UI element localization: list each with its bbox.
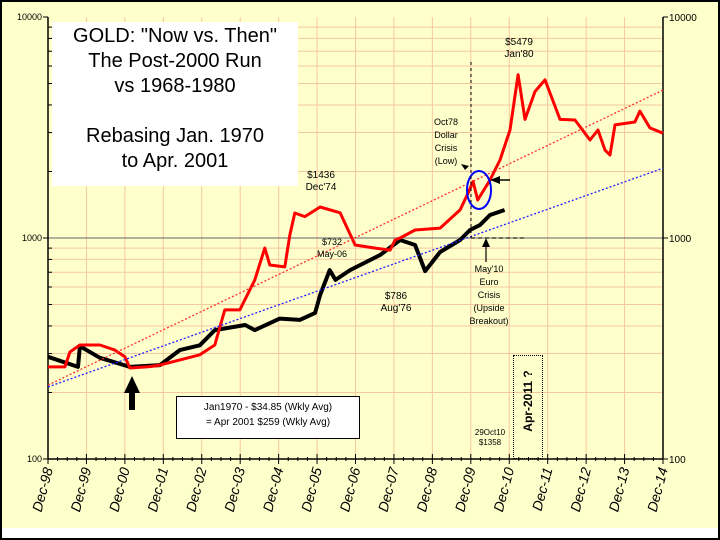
annotation-text: May-06	[316, 249, 347, 259]
y-tick-label-right: 100	[669, 455, 686, 466]
annotation-apr2011-box: Apr-2011 ?	[513, 355, 543, 459]
annotation-text: Dollar	[434, 130, 458, 140]
highlight-circle	[466, 170, 492, 210]
arrow-up-bold-icon	[124, 376, 140, 410]
annotation-apr2011: Apr-2011 ?	[521, 370, 535, 432]
trend-line-3	[47, 167, 664, 388]
y-tick-label-left: 10000	[17, 12, 42, 22]
series-line-1	[48, 73, 664, 370]
title-line: Rebasing Jan. 1970	[86, 125, 264, 147]
annotation-may10: May'10 Euro Crisis (Upside Breakout)	[462, 263, 516, 328]
annotation-text: (Low)	[434, 156, 458, 166]
annotation-text: Crisis	[477, 290, 501, 300]
rebase-note-line: Jan1970 - $34.85 (Wkly Avg)	[203, 402, 333, 413]
annotation-text: $1358	[478, 438, 502, 447]
annotation-text: Breakout)	[469, 316, 509, 326]
arrow-diagonal-icon	[461, 164, 469, 170]
y-tick-label-left: 100	[27, 454, 42, 464]
title-line	[52, 99, 298, 124]
trend-line-2	[47, 89, 664, 386]
arrow-up-icon	[482, 238, 490, 247]
annotation-text: Jan'80	[504, 49, 534, 60]
annotation-text: $786	[384, 291, 408, 302]
annotation-text: $732	[321, 237, 343, 247]
rebase-note-line: = Apr 2001 $259 (Wkly Avg)	[205, 417, 331, 428]
title-line: vs 1968-1980	[114, 75, 236, 97]
annotation-text: Aug'76	[380, 303, 412, 314]
annotation-text: May'10	[474, 264, 504, 274]
annotation-oct10: 29Oct10 $1358	[470, 428, 510, 448]
chart-title-box: GOLD: "Now vs. Then" The Post-2000 Run v…	[52, 22, 298, 186]
annotation-text: Euro	[479, 277, 499, 287]
annotation-low-1976: $786 Aug'76	[374, 291, 418, 315]
rebase-note-box: Jan1970 - $34.85 (Wkly Avg) = Apr 2001 $…	[176, 396, 360, 439]
annotation-text: Dec'74	[305, 182, 337, 193]
y-tick-label-right: 1000	[669, 234, 692, 245]
title-line: to Apr. 2001	[121, 150, 229, 172]
annotation-text: Crisis	[434, 143, 458, 153]
title-line: The Post-2000 Run	[88, 50, 262, 72]
arrow-left-icon	[490, 176, 500, 184]
annotation-text: (Upside	[473, 303, 505, 313]
annotation-may06: $732 May-06	[310, 236, 354, 260]
annotation-text: $5479	[505, 37, 533, 48]
annotation-text: Oct78	[433, 117, 458, 127]
annotation-text: $1436	[307, 170, 335, 181]
title-line: GOLD: "Now vs. Then"	[73, 25, 277, 47]
annotation-text: 29Oct10	[474, 428, 506, 437]
annotation-oct78: Oct78 Dollar Crisis (Low)	[424, 116, 468, 168]
y-tick-label-left: 1000	[22, 233, 42, 243]
annotation-peak-1974: $1436 Dec'74	[296, 170, 346, 194]
annotation-peak-1980: $5479 Jan'80	[494, 37, 544, 61]
y-tick-label-right: 10000	[669, 13, 697, 24]
